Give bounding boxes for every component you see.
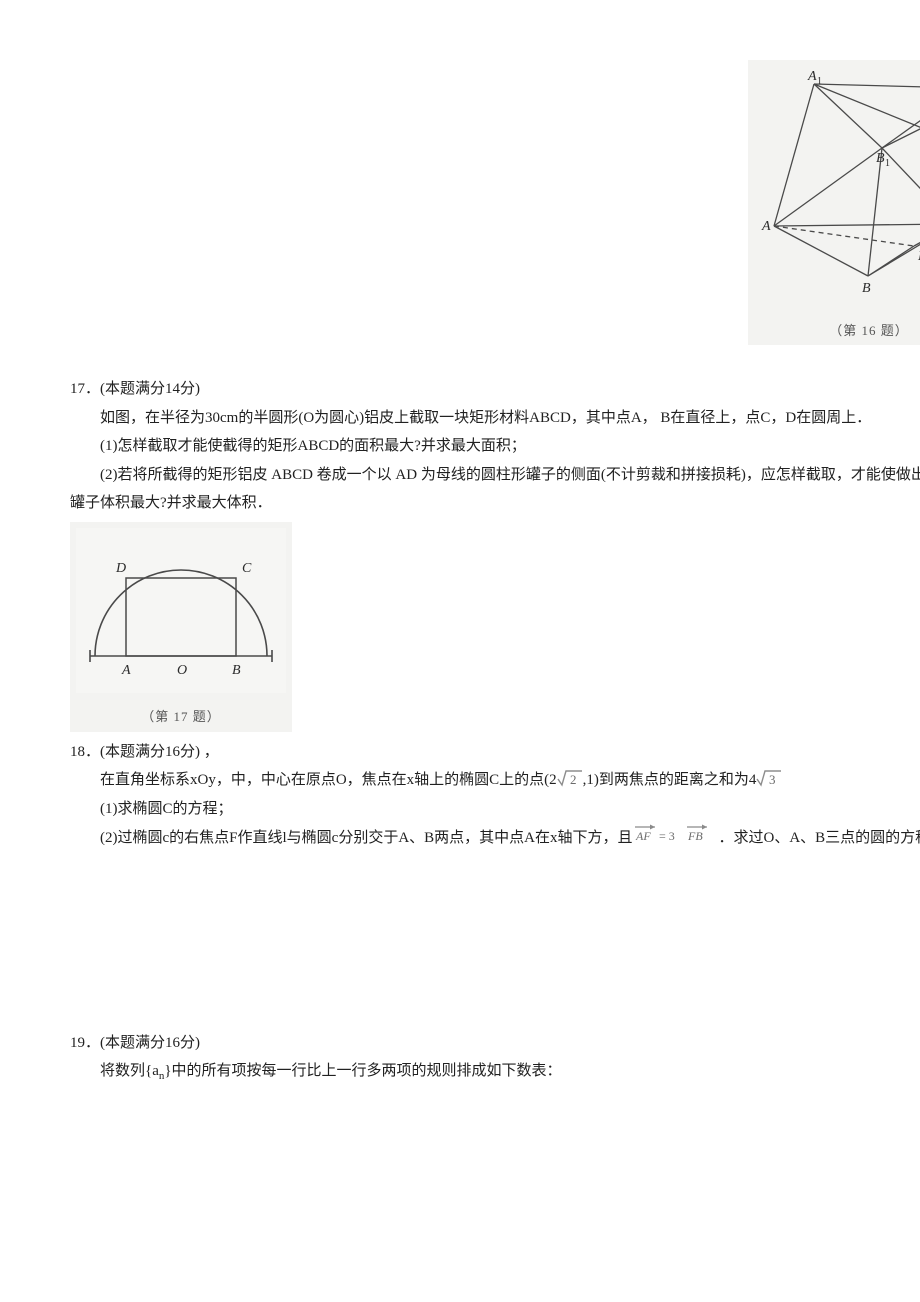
svg-text:= 3: = 3	[659, 829, 675, 843]
blank-space	[70, 853, 920, 1023]
q17-heading: 17．(本题满分14分)	[70, 375, 920, 404]
q17-part2: (2)若将所截得的矩形铝皮 ABCD 卷成一个以 AD 为母线的圆柱形罐子的侧面…	[70, 461, 920, 518]
figure-16-caption: （第 16 题）	[754, 319, 920, 344]
svg-text:3: 3	[769, 772, 776, 787]
svg-text:FB: FB	[687, 829, 703, 843]
svg-text:B: B	[876, 151, 885, 166]
svg-text:2: 2	[570, 772, 577, 787]
bottom-space	[70, 1087, 920, 1127]
svg-text:B: B	[232, 663, 241, 678]
figure-17-caption: （第 17 题）	[76, 705, 286, 730]
svg-text:1: 1	[885, 158, 890, 169]
q18-part2: (2)过椭圆c的右焦点F作直线l与椭圆c分别交于A、B两点，其中点A在x轴下方，…	[70, 823, 920, 853]
figure-16-box: A1C1D1B1ACDB （第 16 题）	[748, 60, 920, 345]
svg-text:AF: AF	[635, 829, 651, 843]
svg-text:D: D	[115, 561, 126, 576]
q18-part2-post: ．求过O、A、B三点的圆的方程．	[719, 830, 920, 846]
q18-intro-pre: 在直角坐标系xOy，中，中心在原点O，焦点在x轴上的椭圆C上的点(2	[100, 772, 557, 788]
q19-line1-pre: 将数列{a	[100, 1063, 159, 1079]
sqrt2-icon: 2	[557, 767, 583, 787]
figure-16-svg: A1C1D1B1ACDB	[754, 66, 920, 306]
svg-text:A: A	[121, 663, 131, 678]
figure-17-svg: D C A O B	[76, 528, 286, 693]
q18-heading: 18．(本题满分16分) ，	[70, 738, 920, 767]
svg-text:B: B	[862, 281, 871, 296]
figure-17-wrap: D C A O B （第 17 题）	[70, 522, 920, 732]
q19-line1: 将数列{an}中的所有项按每一行比上一行多两项的规则排成如下数表：	[70, 1057, 920, 1087]
svg-text:A: A	[761, 219, 771, 234]
figure-17-box: D C A O B （第 17 题）	[70, 522, 292, 732]
q19-line1-post: }中的所有项按每一行比上一行多两项的规则排成如下数表：	[164, 1063, 561, 1079]
svg-text:C: C	[242, 561, 252, 576]
svg-text:1: 1	[817, 76, 822, 87]
q18-intro: 在直角坐标系xOy，中，中心在原点O，焦点在x轴上的椭圆C上的点(2 2 ,1)到两…	[70, 766, 920, 795]
q17-part1: (1)怎样截取才能使截得的矩形ABCD的面积最大?并求最大面积；	[70, 432, 920, 461]
q19-heading: 19．(本题满分16分)	[70, 1029, 920, 1058]
vector-af-3fb-icon: AF = 3 FB	[633, 823, 719, 845]
svg-text:O: O	[177, 663, 187, 678]
svg-text:A: A	[807, 69, 817, 84]
q18-part2-pre: (2)过椭圆c的右焦点F作直线l与椭圆c分别交于A、B两点，其中点A在x轴下方，…	[100, 830, 633, 846]
q17-intro: 如图，在半径为30cm的半圆形(O为圆心)铝皮上截取一块矩形材料ABCD，其中点…	[70, 404, 920, 433]
sqrt3-icon: 3	[756, 767, 782, 787]
figure-16-wrap: A1C1D1B1ACDB （第 16 题）	[70, 60, 920, 345]
q18-part1: (1)求椭圆C的方程；	[70, 795, 920, 824]
q18-intro-mid: ,1)到两焦点的距离之和为4	[583, 772, 757, 788]
